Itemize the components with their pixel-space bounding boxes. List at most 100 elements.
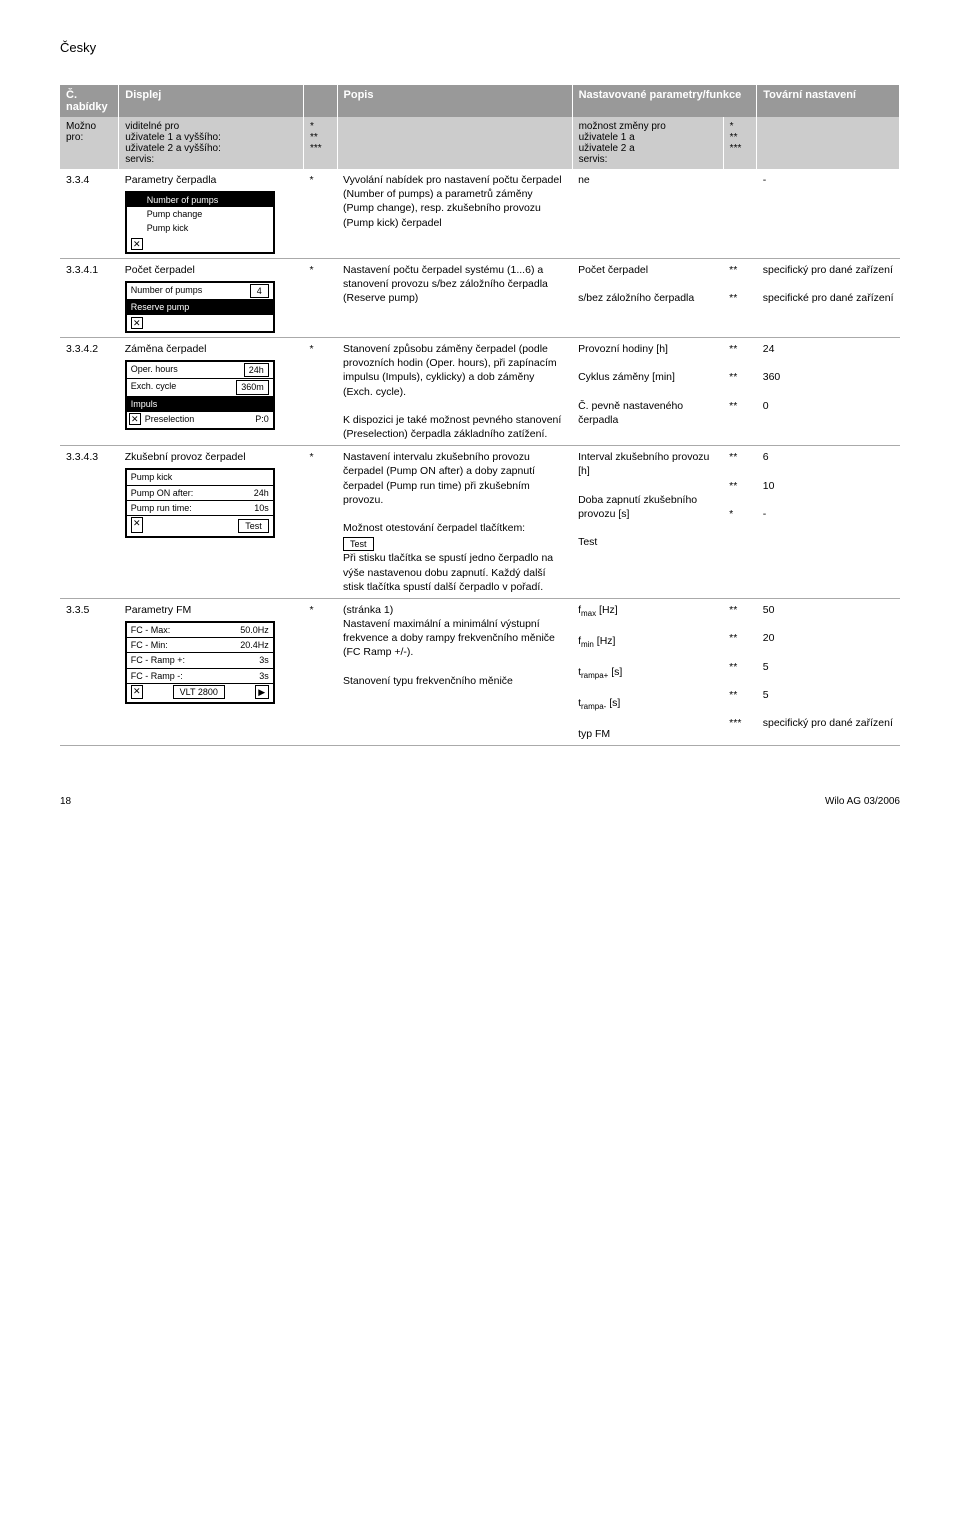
close-icon: ✕ bbox=[129, 413, 141, 425]
disp-line: Impuls bbox=[127, 397, 273, 412]
disp-label: FC - Ramp +: bbox=[131, 654, 185, 666]
desc-text2: Při stisku tlačítka se spustí jedno čerp… bbox=[343, 552, 553, 592]
disp-label: Pump ON after: bbox=[131, 487, 194, 499]
disp-title: Počet čerpadel bbox=[125, 264, 195, 276]
disp-value: 24h bbox=[254, 487, 269, 499]
cell-pstar: ** ** ** ** *** bbox=[723, 598, 757, 745]
cell-lstar: * bbox=[303, 598, 337, 745]
cell-param: Počet čerpadel s/bez záložního čerpadla bbox=[572, 258, 723, 337]
disp-value: 10s bbox=[254, 502, 269, 514]
language-label: Česky bbox=[60, 40, 900, 55]
disp-value: 360m bbox=[236, 380, 269, 394]
th2-stars-l: * ** *** bbox=[303, 117, 337, 169]
display-box: Number of pumps 4 Reserve pump ✕ bbox=[125, 281, 275, 333]
cell-display: Parametry FM FC - Max:50.0Hz FC - Min: 20… bbox=[119, 598, 304, 745]
disp-label: FC - Min: bbox=[131, 639, 168, 651]
close-icon: ✕ bbox=[131, 317, 143, 329]
disp-label: Pump run time: bbox=[131, 502, 192, 514]
th-desc: Popis bbox=[337, 85, 572, 117]
disp-title: Parametry FM bbox=[125, 604, 192, 616]
cell-param: Interval zkušebního provozu [h] Doba zap… bbox=[572, 446, 723, 599]
test-button: Test bbox=[238, 519, 269, 533]
p-tr1-sub: rampa+ bbox=[581, 671, 608, 680]
cell-display: Parametry čerpadla Number of pumps Pump … bbox=[119, 169, 304, 258]
disp-label: Preselection bbox=[145, 413, 195, 425]
p-fmin-u: [Hz] bbox=[594, 635, 616, 647]
footer-right: Wilo AG 03/2006 bbox=[825, 796, 900, 807]
cell-num: 3.3.5 bbox=[60, 598, 119, 745]
row-3342: 3.3.4.2 Záměna čerpadel Oper. hours24h E… bbox=[60, 338, 900, 446]
th2-blank bbox=[337, 117, 572, 169]
th2-possible: Možno pro: bbox=[60, 117, 119, 169]
disp-title: Parametry čerpadla bbox=[125, 174, 217, 186]
cell-param: Provozní hodiny [h] Cyklus záměny [min] … bbox=[572, 338, 723, 446]
p-tr2-sub: rampa- bbox=[581, 702, 606, 711]
cell-param: ne bbox=[572, 169, 723, 258]
cell-lstar: * bbox=[303, 258, 337, 337]
disp-title: Záměna čerpadel bbox=[125, 343, 207, 355]
disp-line: FC - Ramp -: 3s bbox=[127, 669, 273, 684]
disp-vlt: VLT 2800 bbox=[173, 685, 225, 699]
cell-desc: Nastavení intervalu zkušebního provozu č… bbox=[337, 446, 572, 599]
disp-value: 3s bbox=[259, 654, 269, 666]
cell-pstar: ** ** bbox=[723, 258, 757, 337]
th-menu-num: Č. nabídky bbox=[60, 85, 119, 117]
cell-pstar: ** ** ** bbox=[723, 338, 757, 446]
disp-label: FC - Ramp -: bbox=[131, 670, 183, 682]
p-tr1-u: [s] bbox=[608, 666, 622, 678]
arrow-right-icon: ▶ bbox=[255, 685, 269, 699]
cell-num: 3.3.4.2 bbox=[60, 338, 119, 446]
th2-visible: viditelné pro uživatele 1 a vyššího: uži… bbox=[119, 117, 304, 169]
cell-desc: Nastavení počtu čerpadel systému (1...6)… bbox=[337, 258, 572, 337]
cell-lstar: * bbox=[303, 338, 337, 446]
row-334: 3.3.4 Parametry čerpadla Number of pumps… bbox=[60, 169, 900, 258]
disp-value: 20.4Hz bbox=[240, 639, 269, 651]
cell-desc: Vyvolání nabídek pro nastavení počtu čer… bbox=[337, 169, 572, 258]
disp-line: Oper. hours24h bbox=[127, 362, 273, 379]
p-typ: typ FM bbox=[578, 728, 610, 740]
disp-line: Reserve pump bbox=[127, 300, 273, 315]
th2-blank2 bbox=[757, 117, 900, 169]
parameters-table: Č. nabídky Displej Popis Nastavované par… bbox=[60, 85, 900, 746]
disp-line: FC - Max:50.0Hz bbox=[127, 623, 273, 638]
disp-line: FC - Ramp +: 3s bbox=[127, 653, 273, 668]
p-fmax-sub: max bbox=[581, 609, 596, 618]
disp-label: FC - Max: bbox=[131, 624, 171, 636]
desc-text: Nastavení intervalu zkušebního provozu č… bbox=[343, 451, 535, 534]
cell-display: Počet čerpadel Number of pumps 4 Reserve… bbox=[119, 258, 304, 337]
disp-label: Impuls bbox=[131, 398, 158, 410]
disp-line: Pump kick bbox=[127, 470, 273, 485]
close-icon: ✕ bbox=[131, 685, 143, 699]
display-box: Pump kick Pump ON after: 24h Pump run tim… bbox=[125, 468, 275, 538]
disp-label: Oper. hours bbox=[131, 363, 178, 377]
cell-num: 3.3.4.3 bbox=[60, 446, 119, 599]
disp-label: Number of pumps bbox=[131, 284, 203, 298]
th-display: Displej bbox=[119, 85, 304, 117]
close-icon: ✕ bbox=[131, 238, 143, 250]
disp-line: Pump run time: 10s bbox=[127, 501, 273, 516]
cell-desc: (stránka 1) Nastavení maximální a minimá… bbox=[337, 598, 572, 745]
th-params: Nastavované parametry/funkce bbox=[572, 85, 757, 117]
cell-set: 24 360 0 bbox=[757, 338, 900, 446]
cell-display: Záměna čerpadel Oper. hours24h Exch. cyc… bbox=[119, 338, 304, 446]
disp-label: Exch. cycle bbox=[131, 380, 177, 394]
disp-line: FC - Min: 20.4Hz bbox=[127, 638, 273, 653]
cell-num: 3.3.4.1 bbox=[60, 258, 119, 337]
page-number: 18 bbox=[60, 796, 71, 807]
p-fmin-sub: min bbox=[581, 640, 594, 649]
th-blank1 bbox=[303, 85, 337, 117]
cell-set: 6 10 - bbox=[757, 446, 900, 599]
menu-item: Pump kick bbox=[127, 221, 273, 235]
menu-item: Pump change bbox=[127, 207, 273, 221]
cell-param: fmax [Hz] fmin [Hz] trampa+ [s] trampa- … bbox=[572, 598, 723, 745]
p-fmax-u: [Hz] bbox=[596, 604, 618, 616]
disp-value: 3s bbox=[259, 670, 269, 682]
menu-item: Number of pumps bbox=[127, 193, 273, 207]
row-3343: 3.3.4.3 Zkušební provoz čerpadel Pump ki… bbox=[60, 446, 900, 599]
close-icon: ✕ bbox=[131, 517, 143, 533]
row-335: 3.3.5 Parametry FM FC - Max:50.0Hz FC - … bbox=[60, 598, 900, 745]
cell-pstar bbox=[723, 169, 757, 258]
cell-lstar: * bbox=[303, 446, 337, 599]
disp-value: 4 bbox=[250, 284, 269, 298]
cell-set: specifický pro dané zařízení specifické … bbox=[757, 258, 900, 337]
